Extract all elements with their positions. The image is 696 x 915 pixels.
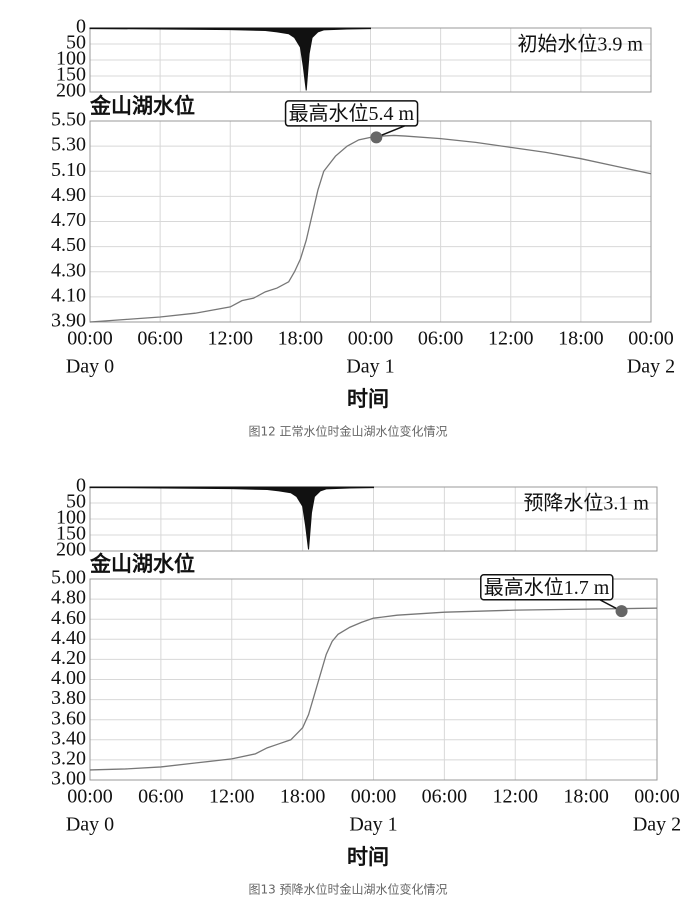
note: 预降水位3.1 m: [523, 492, 649, 515]
x-tick-label: 00:00: [628, 328, 674, 350]
x-tick-label: 18:00: [563, 786, 609, 808]
x-tick-label: 06:00: [137, 328, 183, 350]
y-tick-label: 5.30: [51, 134, 86, 156]
x-tick-label: 18:00: [280, 786, 326, 808]
x-tick-label: 18:00: [558, 328, 604, 350]
x-tick-label: 06:00: [422, 786, 468, 808]
note: 初始水位3.9 m: [517, 33, 643, 56]
max-label: 最高水位5.4 m: [289, 102, 415, 125]
y-tick-label: 0: [76, 16, 86, 38]
water-level-line: [89, 134, 652, 323]
y-tick-label: 100: [56, 48, 86, 70]
x-tick-label: 12:00: [492, 786, 538, 808]
y-tick-label: 5.50: [51, 109, 86, 131]
y-axis-label: 金山湖水位: [89, 552, 195, 576]
y-tick-label: 150: [56, 523, 86, 545]
x-tick-label: 00:00: [67, 328, 113, 350]
rain-area: [89, 27, 371, 91]
day-label: Day 0: [66, 356, 114, 378]
max-label-box: [480, 574, 614, 601]
y-tick-label: 4.10: [51, 284, 86, 306]
max-point: [370, 131, 383, 144]
x-tick-label: 00:00: [634, 786, 680, 808]
y-tick-label: 3.20: [51, 747, 86, 769]
y-tick-label: 200: [56, 80, 86, 102]
x-tick-label: 12:00: [488, 328, 534, 350]
y-tick-label: 50: [66, 491, 86, 513]
y-tick-label: 3.40: [51, 727, 86, 749]
max-label-box: [284, 100, 419, 127]
y-tick-label: 4.40: [51, 627, 86, 649]
y-tick-label: 3.60: [51, 707, 86, 729]
plot-frame: [89, 578, 658, 781]
y-tick-label: 150: [56, 64, 86, 86]
x-tick-label: 00:00: [348, 328, 394, 350]
x-axis-label: 时间: [347, 845, 389, 869]
y-tick-label: 3.90: [51, 310, 86, 332]
x-tick-label: 00:00: [67, 786, 113, 808]
y-tick-label: 4.30: [51, 259, 86, 281]
y-tick-label: 200: [56, 539, 86, 561]
y-tick-label: 3.00: [51, 768, 86, 790]
day-label: Day 0: [66, 814, 114, 836]
max-point: [615, 605, 628, 618]
y-tick-label: 0: [76, 475, 86, 497]
y-tick-label: 3.80: [51, 687, 86, 709]
x-tick-label: 06:00: [138, 786, 184, 808]
rain-area: [89, 486, 374, 550]
y-tick-label: 5.10: [51, 159, 86, 181]
caption: 图12 正常水位时金山湖水位变化情况: [248, 424, 447, 439]
water-level-line: [89, 607, 658, 771]
y-tick-label: 5.00: [51, 567, 86, 589]
x-tick-label: 06:00: [418, 328, 464, 350]
x-tick-label: 12:00: [209, 786, 255, 808]
x-tick-label: 12:00: [207, 328, 253, 350]
y-tick-label: 4.70: [51, 209, 86, 231]
max-label: 最高水位1.7 m: [484, 576, 610, 599]
y-tick-label: 4.80: [51, 587, 86, 609]
y-tick-label: 4.50: [51, 234, 86, 256]
day-label: Day 1: [346, 356, 394, 378]
day-label: Day 2: [633, 814, 681, 836]
day-label: Day 1: [349, 814, 397, 836]
y-tick-label: 4.90: [51, 184, 86, 206]
x-tick-label: 18:00: [278, 328, 324, 350]
caption: 图13 预降水位时金山湖水位变化情况: [248, 882, 447, 897]
y-axis-label: 金山湖水位: [89, 94, 195, 118]
y-tick-label: 4.60: [51, 607, 86, 629]
day-label: Day 2: [627, 356, 675, 378]
x-tick-label: 00:00: [351, 786, 397, 808]
y-tick-label: 4.00: [51, 667, 86, 689]
y-tick-label: 4.20: [51, 647, 86, 669]
y-tick-label: 50: [66, 32, 86, 54]
y-tick-label: 100: [56, 507, 86, 529]
x-axis-label: 时间: [347, 387, 389, 411]
